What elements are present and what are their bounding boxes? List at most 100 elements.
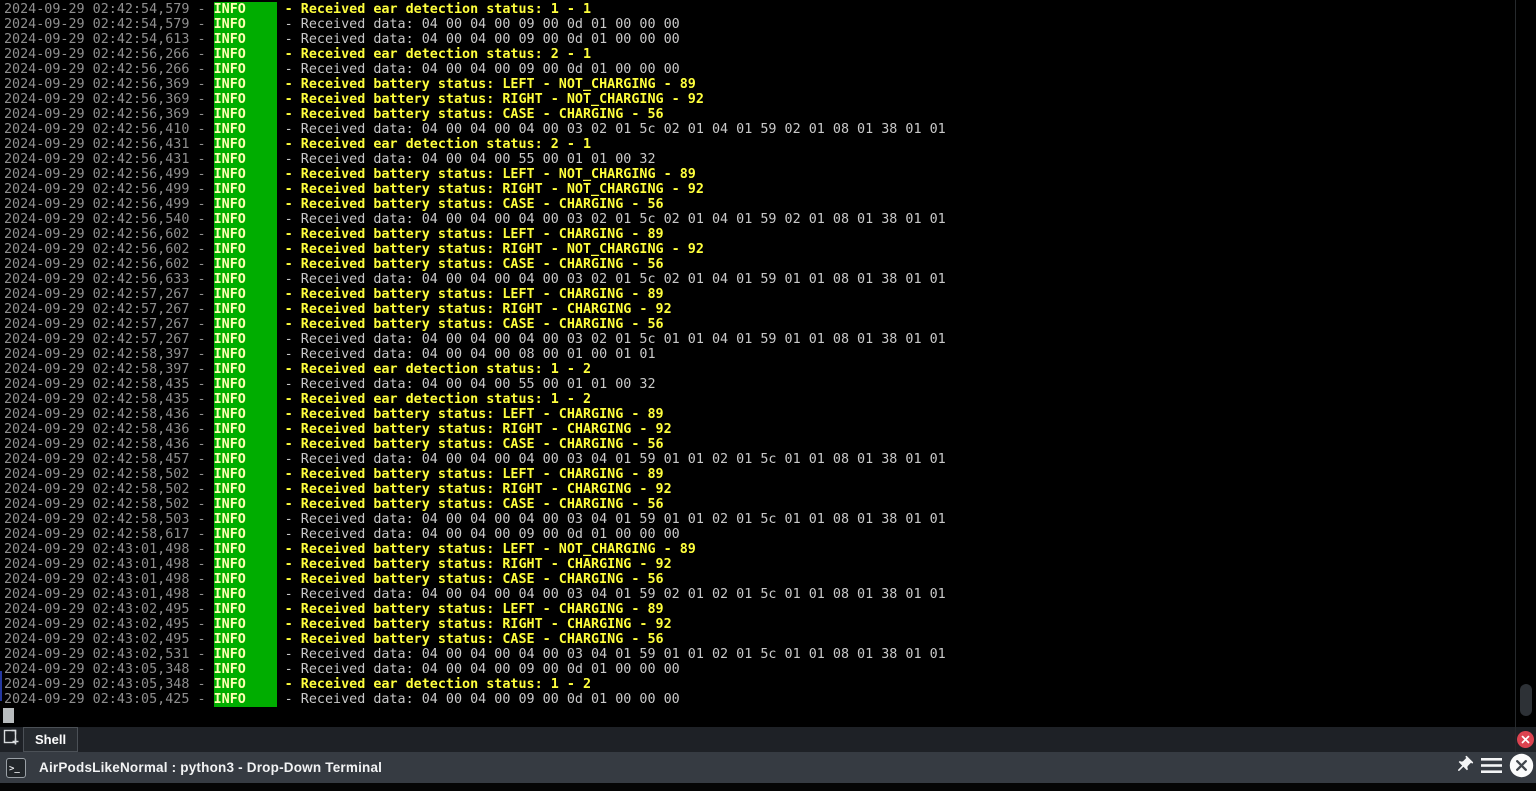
log-level-badge: INFO	[213, 407, 277, 422]
log-message: - Received battery status: RIGHT - CHARG…	[276, 302, 672, 317]
log-timestamp: 2024-09-29 02:43:05,348 -	[4, 662, 214, 677]
log-timestamp: 2024-09-29 02:42:58,435 -	[4, 392, 214, 407]
log-message: - Received battery status: CASE - CHARGI…	[276, 107, 664, 122]
close-button[interactable]	[1509, 753, 1534, 783]
log-level-badge: INFO	[213, 527, 277, 542]
new-tab-icon	[3, 729, 20, 751]
log-level-badge: INFO	[213, 662, 277, 677]
log-message: - Received battery status: RIGHT - CHARG…	[276, 422, 672, 437]
log-line: 2024-09-29 02:42:58,436 - INFO - Receive…	[4, 437, 1514, 452]
log-level-badge: INFO	[213, 692, 277, 707]
log-message: - Received data: 04 00 04 00 04 00 03 04…	[276, 512, 946, 527]
log-line: 2024-09-29 02:42:58,502 - INFO - Receive…	[4, 497, 1514, 512]
log-timestamp: 2024-09-29 02:42:58,502 -	[4, 497, 214, 512]
log-message: - Received battery status: LEFT - NOT_CH…	[276, 167, 696, 182]
new-tab-button[interactable]	[0, 727, 22, 752]
log-level-badge: INFO	[213, 122, 277, 137]
log-timestamp: 2024-09-29 02:43:01,498 -	[4, 557, 214, 572]
log-message: - Received battery status: RIGHT - NOT_C…	[276, 92, 704, 107]
log-line: 2024-09-29 02:42:56,266 - INFO - Receive…	[4, 62, 1514, 77]
log-timestamp: 2024-09-29 02:42:58,436 -	[4, 407, 214, 422]
log-timestamp: 2024-09-29 02:42:58,502 -	[4, 482, 214, 497]
log-line: 2024-09-29 02:42:56,499 - INFO - Receive…	[4, 167, 1514, 182]
log-level-badge: INFO	[213, 437, 277, 452]
log-line: 2024-09-29 02:43:05,425 - INFO - Receive…	[4, 692, 1514, 707]
close-tab-button[interactable]	[1517, 731, 1534, 748]
log-message: - Received data: 04 00 04 00 55 00 01 01…	[276, 152, 656, 167]
log-level-badge: INFO	[213, 107, 277, 122]
log-level-badge: INFO	[213, 512, 277, 527]
log-timestamp: 2024-09-29 02:42:58,436 -	[4, 437, 214, 452]
log-line: 2024-09-29 02:43:01,498 - INFO - Receive…	[4, 572, 1514, 587]
log-timestamp: 2024-09-29 02:42:58,397 -	[4, 362, 214, 377]
log-timestamp: 2024-09-29 02:42:57,267 -	[4, 317, 214, 332]
log-timestamp: 2024-09-29 02:43:01,498 -	[4, 572, 214, 587]
new-output-indicator	[0, 671, 2, 701]
log-line: 2024-09-29 02:43:02,495 - INFO - Receive…	[4, 632, 1514, 647]
log-line: 2024-09-29 02:42:54,613 - INFO - Receive…	[4, 32, 1514, 47]
pin-button[interactable]	[1454, 755, 1474, 780]
log-message: - Received ear detection status: 1 - 2	[276, 392, 592, 407]
log-line: 2024-09-29 02:42:58,435 - INFO - Receive…	[4, 392, 1514, 407]
tab-bar-spacer	[78, 727, 1515, 752]
log-timestamp: 2024-09-29 02:43:05,425 -	[4, 692, 214, 707]
log-timestamp: 2024-09-29 02:42:56,266 -	[4, 62, 214, 77]
log-level-badge: INFO	[213, 287, 277, 302]
log-level-badge: INFO	[213, 482, 277, 497]
log-message: - Received data: 04 00 04 00 09 00 0d 01…	[276, 32, 680, 47]
log-timestamp: 2024-09-29 02:43:05,348 -	[4, 677, 214, 692]
log-message: - Received battery status: CASE - CHARGI…	[276, 497, 664, 512]
scrollbar-thumb[interactable]	[1520, 684, 1532, 716]
tab-shell[interactable]: Shell	[23, 727, 79, 752]
log-level-badge: INFO	[213, 17, 277, 32]
log-message: - Received battery status: CASE - CHARGI…	[276, 317, 664, 332]
log-level-badge: INFO	[213, 302, 277, 317]
log-line: 2024-09-29 02:43:05,348 - INFO - Receive…	[4, 677, 1514, 692]
log-level-badge: INFO	[213, 137, 277, 152]
log-line: 2024-09-29 02:43:02,495 - INFO - Receive…	[4, 617, 1514, 632]
log-timestamp: 2024-09-29 02:42:56,633 -	[4, 272, 214, 287]
log-level-badge: INFO	[213, 332, 277, 347]
menu-button[interactable]	[1481, 757, 1502, 779]
log-level-badge: INFO	[213, 32, 277, 47]
log-timestamp: 2024-09-29 02:42:58,502 -	[4, 467, 214, 482]
log-level-badge: INFO	[213, 212, 277, 227]
log-message: - Received data: 04 00 04 00 04 00 03 04…	[276, 452, 946, 467]
log-line: 2024-09-29 02:42:58,436 - INFO - Receive…	[4, 422, 1514, 437]
log-line: 2024-09-29 02:43:02,531 - INFO - Receive…	[4, 647, 1514, 662]
log-line: 2024-09-29 02:43:01,498 - INFO - Receive…	[4, 587, 1514, 602]
log-timestamp: 2024-09-29 02:42:56,266 -	[4, 47, 214, 62]
log-timestamp: 2024-09-29 02:42:56,431 -	[4, 137, 214, 152]
log-timestamp: 2024-09-29 02:42:56,540 -	[4, 212, 214, 227]
terminal-prompt-icon: >_	[6, 757, 26, 778]
log-message: - Received battery status: CASE - CHARGI…	[276, 572, 664, 587]
log-level-badge: INFO	[213, 77, 277, 92]
prompt-glyph: >_	[9, 763, 20, 774]
log-timestamp: 2024-09-29 02:42:58,435 -	[4, 377, 214, 392]
log-level-badge: INFO	[213, 242, 277, 257]
log-timestamp: 2024-09-29 02:42:57,267 -	[4, 332, 214, 347]
log-message: - Received battery status: LEFT - CHARGI…	[276, 407, 664, 422]
log-timestamp: 2024-09-29 02:42:58,397 -	[4, 347, 214, 362]
log-timestamp: 2024-09-29 02:43:02,531 -	[4, 647, 214, 662]
log-message: - Received ear detection status: 2 - 1	[276, 47, 592, 62]
log-level-badge: INFO	[213, 92, 277, 107]
scrollbar-track[interactable]	[1515, 0, 1516, 727]
log-line: 2024-09-29 02:42:56,369 - INFO - Receive…	[4, 77, 1514, 92]
log-line: 2024-09-29 02:43:02,495 - INFO - Receive…	[4, 602, 1514, 617]
hamburger-menu-icon	[1481, 757, 1502, 779]
terminal-cursor	[3, 708, 14, 723]
log-line: 2024-09-29 02:42:56,266 - INFO - Receive…	[4, 47, 1514, 62]
log-line: 2024-09-29 02:42:57,267 - INFO - Receive…	[4, 302, 1514, 317]
log-line: 2024-09-29 02:42:58,435 - INFO - Receive…	[4, 377, 1514, 392]
log-message: - Received ear detection status: 1 - 1	[276, 2, 592, 17]
terminal-viewport[interactable]: 2024-09-29 02:42:54,579 - INFO - Receive…	[0, 0, 1536, 727]
log-line: 2024-09-29 02:42:56,499 - INFO - Receive…	[4, 182, 1514, 197]
log-level-badge: INFO	[213, 377, 277, 392]
log-message: - Received battery status: LEFT - CHARGI…	[276, 287, 664, 302]
log-level-badge: INFO	[213, 47, 277, 62]
log-timestamp: 2024-09-29 02:42:54,579 -	[4, 17, 214, 32]
log-line: 2024-09-29 02:42:58,457 - INFO - Receive…	[4, 452, 1514, 467]
log-line: 2024-09-29 02:42:56,540 - INFO - Receive…	[4, 212, 1514, 227]
log-level-badge: INFO	[213, 347, 277, 362]
